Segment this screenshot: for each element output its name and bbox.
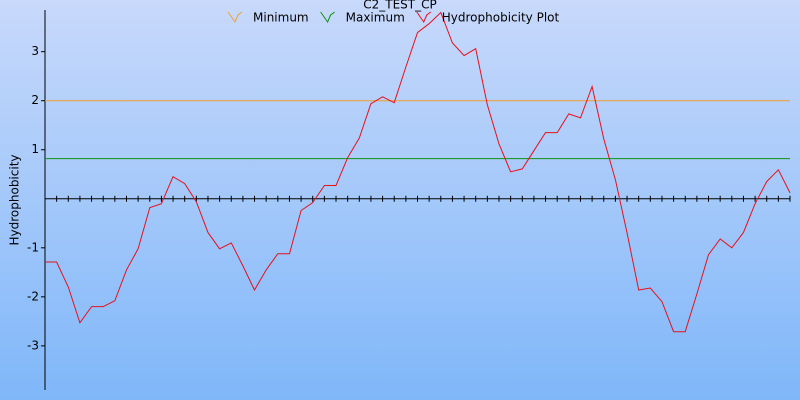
y-tick-label: -1 <box>27 240 39 254</box>
legend-label: Minimum <box>253 11 309 25</box>
legend-icon <box>416 11 432 24</box>
y-tick-label: 3 <box>31 44 39 58</box>
y-axis-label: Hydrophobicity <box>8 154 22 245</box>
y-tick-label: 1 <box>31 142 39 156</box>
y-tick-label: -3 <box>27 338 39 352</box>
legend-label: Maximum <box>346 11 405 25</box>
y-tick-label: -2 <box>27 289 39 303</box>
y-tick-label: 2 <box>31 93 39 107</box>
legend-icon <box>227 11 243 24</box>
legend-icon <box>320 11 335 24</box>
legend-label: Hydrophobicity Plot <box>442 11 560 25</box>
chart-title: C2_TEST_CP <box>363 0 437 12</box>
data-line <box>45 11 791 333</box>
